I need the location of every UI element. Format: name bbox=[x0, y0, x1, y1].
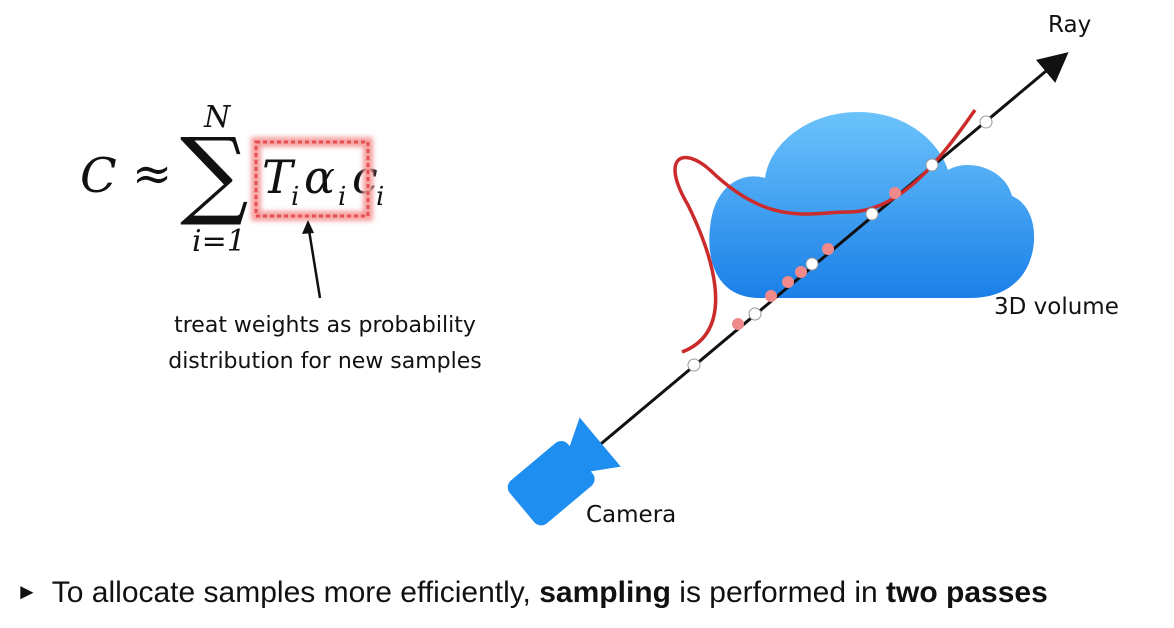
bullet-text-before: To allocate samples more efficiently, bbox=[51, 576, 540, 609]
camera-label: Camera bbox=[586, 502, 677, 528]
formula-sub-i-2: i bbox=[338, 182, 347, 212]
annotation-pointer bbox=[306, 223, 322, 299]
formula-sub-i-1: i bbox=[291, 182, 300, 212]
bullet-marker: ► bbox=[16, 579, 38, 604]
highlight-box bbox=[251, 137, 373, 221]
bullet-bold-sampling: sampling bbox=[539, 576, 671, 609]
formula-term-alpha: α bbox=[304, 150, 336, 204]
annotation-line-1: treat weights as probability bbox=[174, 313, 476, 338]
fine-samples bbox=[732, 187, 901, 330]
annotation-line-2: distribution for new samples bbox=[168, 349, 482, 374]
formula-lower-limit: i=1 bbox=[192, 224, 246, 259]
annotation-caption: treat weights as probability distributio… bbox=[130, 308, 520, 380]
cloud-volume bbox=[709, 112, 1035, 298]
ray-label: Ray bbox=[1048, 12, 1092, 38]
formula-sub-i-3: i bbox=[376, 182, 385, 212]
formula-lhs: C bbox=[80, 148, 117, 204]
formula-term-T: T bbox=[262, 150, 293, 204]
camera-icon bbox=[507, 417, 621, 526]
formula-sum-symbol: ∑ bbox=[180, 117, 249, 229]
volume-label: 3D volume bbox=[994, 294, 1119, 320]
coarse-samples bbox=[687, 115, 993, 372]
bullet-line: ► To allocate samples more efficiently, s… bbox=[16, 576, 1048, 610]
formula-approx: ≈ bbox=[132, 146, 173, 202]
bullet-text-middle: is performed in bbox=[670, 576, 887, 609]
formula-upper-limit: N bbox=[204, 100, 231, 135]
bullet-bold-two-passes: two passes bbox=[886, 576, 1048, 609]
annotation-pointer-head bbox=[302, 220, 314, 234]
